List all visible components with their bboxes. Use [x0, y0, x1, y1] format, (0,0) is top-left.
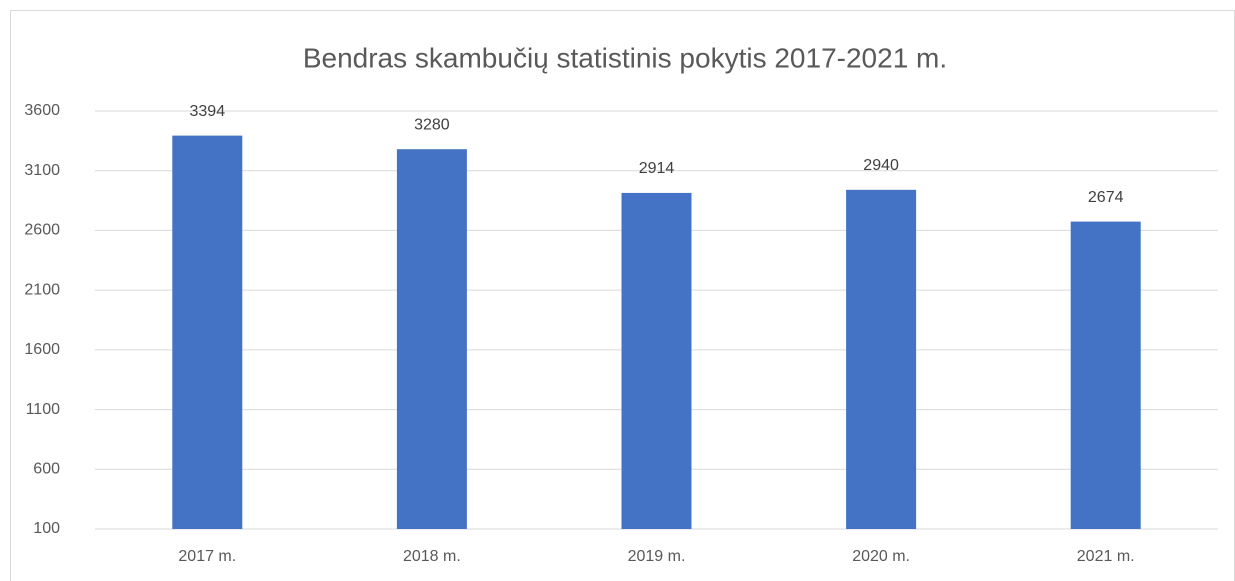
bar [1070, 221, 1141, 529]
bar [846, 189, 917, 529]
y-tick-label: 2100 [24, 281, 60, 298]
data-label: 3394 [190, 103, 226, 120]
chart-title: Bendras skambučių statistinis pokytis 20… [303, 42, 947, 73]
y-tick-label: 3600 [24, 102, 60, 119]
bar [172, 135, 243, 529]
y-tick-label: 1100 [26, 401, 61, 418]
bar [396, 149, 467, 529]
x-tick-label: 2019 m. [628, 548, 686, 565]
y-tick-label: 600 [33, 461, 60, 478]
x-tick-label: 2021 m. [1077, 548, 1135, 565]
x-tick-label: 2017 m. [178, 548, 236, 565]
data-label: 3280 [414, 116, 450, 133]
y-tick-label: 3100 [24, 162, 60, 179]
bar [621, 192, 692, 530]
y-tick-label: 1600 [24, 341, 60, 358]
y-tick-label: 2600 [24, 222, 60, 239]
data-label: 2674 [1088, 189, 1124, 206]
data-label: 2914 [639, 160, 675, 177]
data-label: 2940 [863, 157, 899, 174]
x-tick-label: 2018 m. [403, 548, 461, 565]
y-tick-label: 100 [33, 520, 60, 537]
x-tick-label: 2020 m. [852, 548, 910, 565]
